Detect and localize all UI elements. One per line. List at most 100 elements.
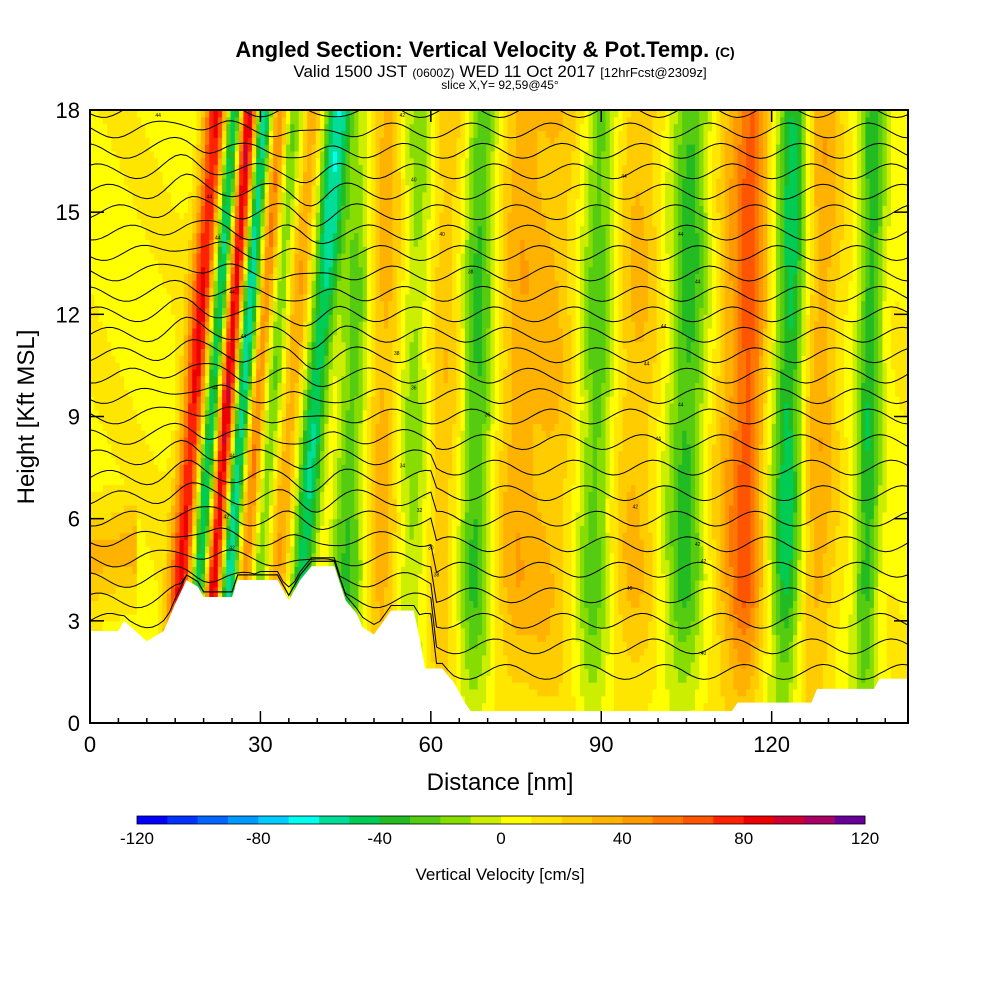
theta-label: 44: [655, 436, 661, 442]
theta-label: 44: [155, 113, 161, 119]
theta-contour: [90, 279, 908, 302]
y-tick-label: 0: [68, 711, 80, 736]
theta-contour: [90, 263, 908, 282]
theta-label: 44: [229, 453, 235, 459]
theta-label: 44: [661, 324, 667, 330]
theta-contour: [90, 153, 908, 184]
x-tick-label: 120: [753, 732, 790, 757]
colorbar-swatch: [652, 816, 684, 824]
theta-label: 42: [695, 542, 701, 548]
colorbar-tick-label: -80: [246, 829, 271, 848]
chart-slice-info: slice X,Y= 92,59@45°: [441, 78, 559, 92]
colorbar-swatch: [137, 816, 168, 824]
subtitle-utc: (0600Z): [412, 66, 454, 80]
theta-label: 36: [485, 413, 491, 419]
x-axis-label: Distance [nm]: [427, 769, 574, 796]
theta-label: 38: [434, 573, 440, 579]
x-tick-label: 90: [589, 732, 613, 757]
x-tick-label: 30: [248, 732, 272, 757]
theta-contour: [90, 482, 908, 527]
y-tick-label: 18: [56, 98, 80, 123]
theta-label: 44: [229, 290, 235, 296]
theta-label: 44: [215, 235, 221, 241]
colorbar-swatch: [228, 816, 259, 824]
colorbar-swatch: [288, 816, 320, 824]
chart-title-suffix: (C): [715, 44, 734, 60]
theta-contour: [90, 110, 908, 119]
theta-contour: [90, 527, 908, 578]
colorbar-swatch: [592, 816, 623, 824]
colorbar-swatch: [743, 816, 775, 824]
colorbar-swatch: [561, 816, 593, 824]
theta-contour: [90, 506, 908, 553]
theta-label: 44: [621, 174, 627, 180]
theta-contour: [90, 557, 908, 629]
chart-title: Angled Section: Vertical Velocity & Pot.…: [235, 37, 734, 62]
theta-contour: [90, 384, 908, 405]
colorbar-swatch: [410, 816, 441, 824]
y-tick-label: 6: [68, 507, 80, 532]
y-tick-label: 3: [68, 609, 80, 634]
theta-contour: [90, 339, 908, 370]
theta-label: 34: [400, 464, 406, 470]
theta-label: 44: [241, 334, 247, 340]
theta-contour: [90, 173, 908, 207]
theta-label: 40: [439, 232, 445, 238]
theta-contours: [90, 110, 908, 680]
theta-label: 32: [417, 508, 423, 514]
colorbar-tick-label: 40: [613, 829, 632, 848]
y-tick-label: 15: [56, 200, 80, 225]
theta-contour: [90, 422, 908, 451]
colorbar-swatch: [167, 816, 199, 824]
theta-label: 42: [701, 559, 707, 565]
subtitle-fcst: [12hrFcst@2309z]: [600, 65, 706, 80]
theta-label: 44: [207, 195, 213, 201]
colorbar-swatch: [258, 816, 290, 824]
colorbar-swatch: [501, 816, 532, 824]
colorbar-label: Vertical Velocity [cm/s]: [415, 865, 584, 884]
colorbar-swatch: [440, 816, 472, 824]
colorbar-tick-label: -120: [120, 829, 154, 848]
theta-contour: [90, 195, 908, 227]
colorbar-tick-label: -40: [367, 829, 392, 848]
theta-contour-labels: 44 44 44 44 44 44 44 42 42 42 40 40 38 38 36 36 34 32 30 44…: [155, 113, 706, 657]
y-tick-label: 12: [56, 302, 80, 327]
theta-contour: [90, 363, 908, 388]
subtitle-valid: Valid 1500 JST: [293, 62, 407, 81]
theta-label: 40: [701, 651, 707, 657]
theta-label: 36: [411, 385, 417, 391]
theta-contour: [90, 406, 908, 425]
colorbar-tick-label: 120: [851, 829, 879, 848]
colorbar-swatch: [834, 816, 866, 824]
theta-label: 30: [428, 545, 434, 551]
chart-subtitle: Valid 1500 JST (0600Z) WED 11 Oct 2017 [12h…: [293, 62, 706, 81]
theta-contour: [90, 120, 908, 139]
x-tick-label: 0: [84, 732, 96, 757]
colorbar-swatch: [470, 816, 502, 824]
terrain-mask: [90, 566, 908, 723]
theta-label: 42: [224, 515, 230, 521]
y-axis-label: Height [Kft MSL]: [13, 330, 40, 505]
colorbar-swatch: [683, 816, 714, 824]
theta-contour: [90, 549, 908, 604]
theta-label: 40: [411, 178, 417, 184]
theta-label: 42: [633, 505, 639, 511]
theta-label: 42: [229, 545, 235, 551]
theta-contour: [90, 316, 908, 350]
theta-label: 44: [678, 232, 684, 238]
theta-contour: [90, 220, 908, 245]
theta-label: 38: [394, 351, 400, 357]
theta-label: 44: [695, 280, 701, 286]
colorbar: -120 -80 -40 0 40 80 120: [120, 815, 879, 848]
colorbar-swatch: [349, 816, 381, 824]
colorbar-tick-label: 0: [496, 829, 505, 848]
theta-label: 40: [627, 586, 633, 592]
x-axis: 0 30 60 90 120: [84, 110, 887, 757]
colorbar-swatch: [774, 816, 805, 824]
theta-label: 42: [400, 113, 406, 119]
colorbar-swatch: [713, 816, 745, 824]
subtitle-date: WED 11 Oct 2017: [459, 62, 595, 81]
colorbar-swatch: [531, 816, 563, 824]
colorbar-swatch: [319, 816, 350, 824]
